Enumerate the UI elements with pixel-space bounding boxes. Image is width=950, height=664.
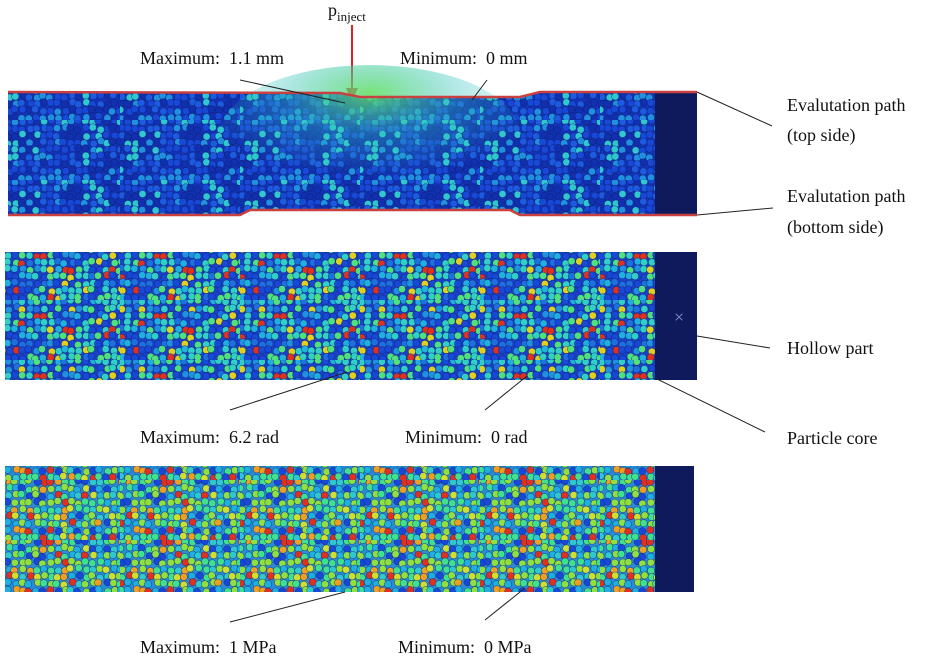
callout-label: (top side): [787, 125, 855, 146]
max-label: Maximum: 6.2 rad: [140, 427, 279, 447]
callout-label: Particle core: [787, 428, 877, 448]
leader-line: [485, 588, 525, 620]
leader-line: [655, 378, 765, 432]
core-marker: ×: [674, 307, 684, 327]
callout-label: Evalutation path: [787, 95, 905, 115]
max-label: Maximum: 1 MPa: [140, 637, 277, 657]
p-subscript: inject: [337, 9, 366, 24]
p-inject-label: pinject: [328, 0, 366, 24]
leader-line: [697, 92, 772, 126]
min-label: Minimum: 0 rad: [405, 427, 528, 447]
min-label: Minimum: 0 mm: [400, 48, 528, 68]
callout-label: Hollow part: [787, 338, 873, 358]
hollow-region: [655, 92, 697, 215]
hollow-region: [655, 466, 694, 592]
callout-label: Evalutation path: [787, 186, 905, 206]
rotation-panel: [5, 252, 697, 380]
displacement-hotspot: [220, 65, 520, 205]
max-label: Maximum: 1.1 mm: [140, 48, 284, 68]
callout-label: (bottom side): [787, 217, 884, 238]
pressure-panel: [5, 466, 694, 592]
figure: pinject Maximum: 1.1 mm Minimum: 0 mm × …: [0, 0, 950, 664]
leader-line: [697, 208, 773, 215]
leader-line: [485, 376, 527, 410]
p-symbol: p: [328, 0, 337, 20]
min-label: Minimum: 0 MPa: [398, 637, 532, 657]
leader-line: [230, 592, 345, 622]
leader-line: [697, 336, 770, 348]
